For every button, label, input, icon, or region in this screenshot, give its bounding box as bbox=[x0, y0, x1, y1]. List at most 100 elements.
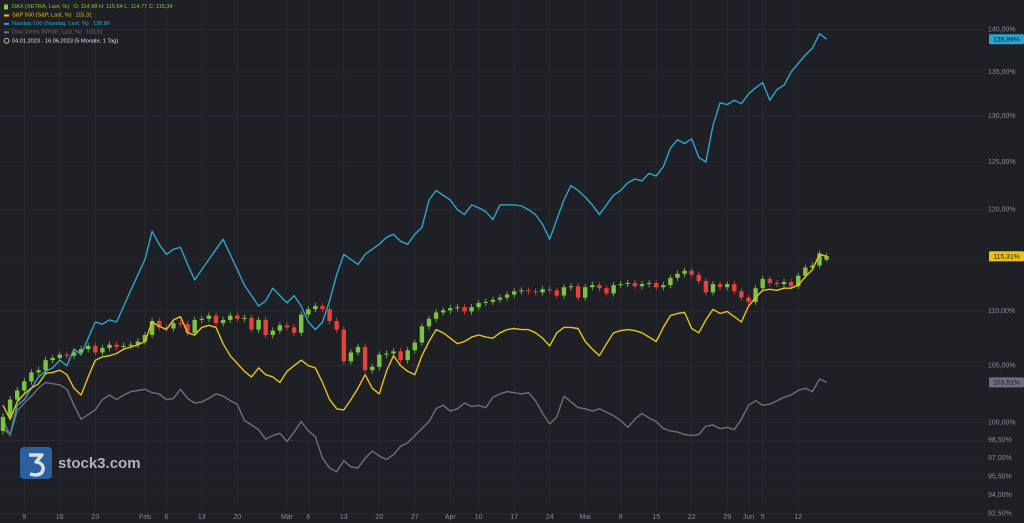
candle-body bbox=[29, 372, 34, 382]
x-tick-label: 20 bbox=[233, 514, 241, 521]
candle-body bbox=[803, 267, 808, 276]
candle-body bbox=[249, 317, 254, 330]
logo-glyph bbox=[29, 453, 45, 477]
candle-body bbox=[220, 319, 226, 324]
candle-body bbox=[341, 329, 346, 362]
candle-body bbox=[476, 302, 481, 308]
value-badge-label: 115,31% bbox=[993, 254, 1019, 261]
candle-body bbox=[469, 307, 474, 312]
candle-body bbox=[810, 265, 815, 268]
candle-body bbox=[284, 325, 290, 328]
x-tick-label: Mai bbox=[580, 514, 592, 521]
legend-value: 138,86 bbox=[93, 21, 110, 27]
legend: DAX (XETRA, Last, %) O: 114,98 H: 115,64 … bbox=[3, 4, 173, 44]
candle-body bbox=[57, 354, 62, 358]
x-tick-label: 23 bbox=[91, 514, 99, 521]
candle-body bbox=[320, 306, 325, 310]
legend-name: Dow Jones (NYSE, Last, %) bbox=[12, 30, 82, 36]
date-range: 04.01.2023 - 16.06.2023 (5 Monate, 1 Tag… bbox=[12, 38, 118, 44]
candle-body bbox=[632, 283, 638, 287]
candle-body bbox=[597, 285, 602, 289]
candle-body bbox=[504, 294, 510, 298]
candle-body bbox=[256, 319, 261, 330]
candle-body bbox=[533, 291, 538, 293]
plot-area bbox=[0, 33, 829, 473]
x-tick-label: 10 bbox=[475, 514, 483, 521]
y-tick-label: 140,00% bbox=[988, 27, 1016, 34]
candle-body bbox=[646, 283, 652, 285]
candle-body bbox=[696, 274, 701, 281]
candle-body bbox=[540, 289, 545, 293]
candle-body bbox=[639, 284, 645, 287]
candle-body bbox=[654, 283, 659, 288]
candle-body bbox=[213, 315, 219, 324]
candle-body bbox=[561, 287, 567, 296]
candle-body bbox=[121, 345, 126, 347]
candle-body bbox=[362, 346, 368, 371]
candle-body bbox=[377, 354, 382, 367]
candle-body bbox=[419, 326, 425, 343]
candle-body bbox=[178, 323, 183, 325]
candle-body bbox=[43, 360, 48, 371]
legend-value: 103,51 bbox=[86, 30, 103, 36]
candle-body bbox=[7, 399, 13, 417]
series-line bbox=[2, 253, 827, 420]
legend-marker bbox=[4, 4, 8, 10]
legend-entry: Dow Jones (NYSE, Last, %) 103,51 bbox=[12, 30, 103, 36]
candle-body bbox=[568, 286, 574, 288]
candle-body bbox=[668, 277, 673, 286]
candle-body bbox=[398, 351, 403, 361]
x-tick-label: 8 bbox=[619, 514, 623, 521]
candle-body bbox=[441, 310, 446, 313]
candle-body bbox=[725, 284, 730, 288]
candle-body bbox=[732, 284, 737, 292]
candle-body bbox=[490, 299, 496, 302]
candle-body bbox=[135, 341, 141, 345]
candle-body bbox=[348, 352, 354, 362]
y-tick-label: 110,00% bbox=[988, 308, 1015, 315]
legend-entry: Nasdaq-100 (Nasdaq, Last, %) 138,86 bbox=[12, 21, 110, 27]
series-line bbox=[2, 378, 827, 473]
y-tick-label: 98,50% bbox=[988, 437, 1012, 444]
candle-body bbox=[448, 308, 453, 311]
legend-ohlc: O: 114,98 H: 115,64 L: 114,77 C: 115,34 bbox=[73, 5, 172, 11]
y-tick-label: 97,00% bbox=[988, 455, 1012, 462]
legend-marker bbox=[4, 14, 9, 17]
candle-body bbox=[519, 290, 524, 292]
candle-body bbox=[739, 291, 744, 298]
candle-body bbox=[675, 273, 680, 278]
y-tick-label: 100,00% bbox=[988, 420, 1016, 427]
candle-body bbox=[433, 312, 439, 319]
candle-body bbox=[64, 354, 70, 356]
candle-body bbox=[36, 370, 41, 373]
value-badge-label: 138,86% bbox=[993, 37, 1020, 44]
x-tick-label: 17 bbox=[510, 514, 518, 521]
legend-name: Nasdaq-100 (Nasdaq, Last, %) bbox=[12, 21, 89, 27]
candle-body bbox=[277, 325, 283, 331]
candle-body bbox=[93, 345, 98, 353]
x-tick-label: Jun bbox=[743, 514, 754, 521]
legend-entry: S&P 500 (S&P, Last, %) 115,31 bbox=[12, 13, 92, 19]
candle-body bbox=[682, 270, 687, 274]
x-tick-label: Apr bbox=[445, 514, 457, 521]
candle-body bbox=[50, 357, 55, 361]
candle-body bbox=[157, 320, 162, 328]
y-tick-label: 94,00% bbox=[988, 492, 1012, 499]
candle-body bbox=[426, 318, 432, 327]
x-tick-label: 22 bbox=[688, 514, 696, 521]
candle-body bbox=[781, 282, 787, 285]
candle-body bbox=[100, 348, 105, 353]
value-badge bbox=[989, 34, 1024, 45]
candle-body bbox=[796, 275, 801, 287]
candle-body bbox=[107, 344, 112, 349]
candle-body bbox=[0, 416, 6, 431]
candle-body bbox=[618, 284, 623, 286]
candle-body bbox=[767, 278, 772, 284]
x-tick-label: 27 bbox=[411, 514, 419, 521]
candle-body bbox=[199, 318, 204, 320]
candle-body bbox=[661, 285, 666, 288]
candle-body bbox=[554, 290, 559, 296]
candle-body bbox=[192, 319, 197, 333]
